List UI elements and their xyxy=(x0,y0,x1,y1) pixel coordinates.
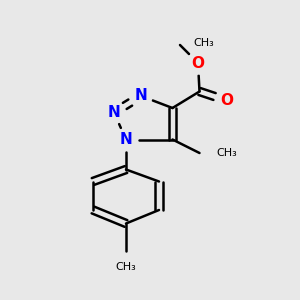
Text: CH₃: CH₃ xyxy=(216,148,237,158)
Circle shape xyxy=(216,90,237,111)
Text: CH₃: CH₃ xyxy=(116,262,136,272)
Circle shape xyxy=(130,85,152,107)
Text: N: N xyxy=(120,132,132,147)
Circle shape xyxy=(187,52,209,74)
Circle shape xyxy=(103,102,125,123)
Text: CH₃: CH₃ xyxy=(194,38,214,49)
Circle shape xyxy=(115,129,137,150)
Text: N: N xyxy=(135,88,147,104)
Text: O: O xyxy=(220,93,233,108)
Text: N: N xyxy=(108,105,120,120)
Text: O: O xyxy=(191,56,205,70)
